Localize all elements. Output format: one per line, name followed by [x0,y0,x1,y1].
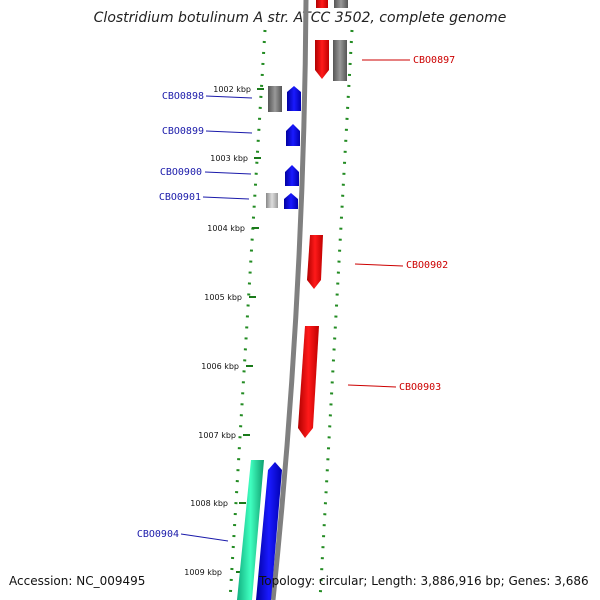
gene-feature-red [316,0,328,8]
genome-title: Clostridium botulinum A str. ATCC 3502, … [93,10,507,26]
tick-label: 1002 kbp [213,85,251,94]
tick-label: 1007 kbp [198,431,236,440]
tick-marks [236,88,264,573]
gene-feature-gray [333,40,347,81]
topology-label: Topology: circular; Length: 3,886,916 bp… [259,574,589,588]
gene-feature-cbo0901 [284,193,298,209]
gene-feature-gray [268,86,282,112]
gene-label-cbo0898[interactable]: CBO0898 [162,91,204,102]
gene-feature-cbo0902 [307,235,323,289]
label-leaders [180,59,410,542]
gc-track-right [318,29,354,600]
gene-feature-cbo0898 [287,86,301,111]
gene-feature-cbo0900 [285,165,299,186]
tick-label: 1005 kbp [204,293,242,302]
gene-label-cbo0902[interactable]: CBO0902 [406,260,448,271]
gene-label-cbo0904[interactable]: CBO0904 [137,529,179,540]
gene-label-cbo0903[interactable]: CBO0903 [399,382,441,393]
gene-label-cbo0900[interactable]: CBO0900 [160,167,202,178]
tick-label: 1008 kbp [190,499,228,508]
gene-feature-cbo0899 [286,124,300,146]
tick-label: 1009 kbp [184,568,222,577]
accession-label: Accession: NC_009495 [9,574,146,588]
gene-label-cbo0897[interactable]: CBO0897 [413,55,455,66]
rna-feature [237,460,264,600]
backbone [270,0,309,600]
gene-features [237,0,348,600]
tick-label: 1006 kbp [201,362,239,371]
tick-label: 1003 kbp [210,154,248,163]
gene-feature-cbo0904 [256,462,282,600]
gene-feature-gray [334,0,348,8]
gene-feature-cbo0897 [315,40,329,79]
tick-label: 1004 kbp [207,224,245,233]
gene-label-cbo0899[interactable]: CBO0899 [162,126,204,137]
gene-feature-gray [266,193,278,208]
gene-feature-cbo0903 [298,326,319,438]
gene-label-cbo0901[interactable]: CBO0901 [159,192,201,203]
